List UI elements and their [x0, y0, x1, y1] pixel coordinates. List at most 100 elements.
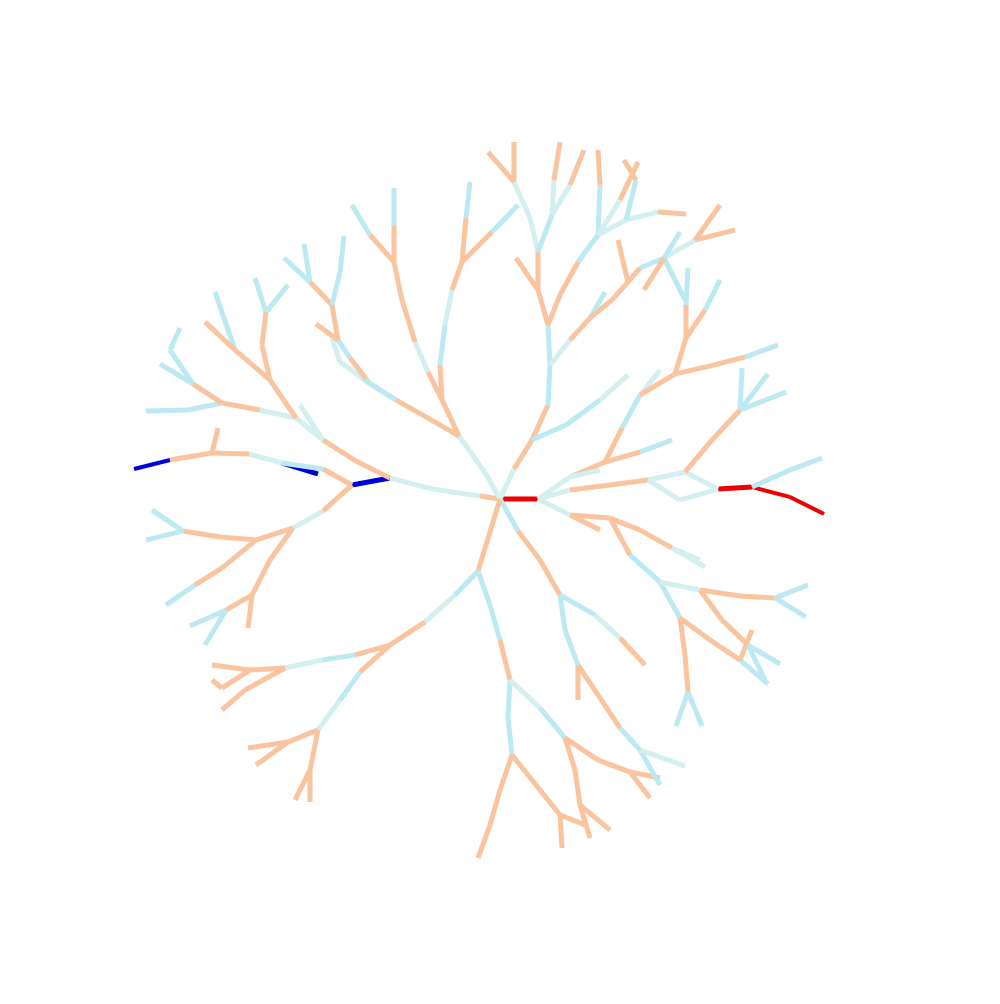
- tree-edge: [662, 237, 697, 261]
- tree-edge: [358, 643, 392, 674]
- tree-edge: [483, 472, 503, 501]
- tree-edge: [453, 569, 480, 597]
- tree-edge: [211, 450, 250, 457]
- tree-edge: [164, 582, 197, 608]
- tree-edge: [259, 344, 273, 381]
- tree-edge: [746, 642, 782, 667]
- tree-edge: [615, 239, 631, 283]
- tree-edge: [538, 706, 567, 740]
- tree-edge: [220, 688, 247, 712]
- tree-edge: [167, 348, 196, 386]
- tree-edge: [248, 451, 283, 466]
- tree-edge: [497, 467, 517, 501]
- tree-edge: [297, 403, 326, 442]
- tree-edge: [442, 289, 455, 326]
- tree-edge: [249, 665, 286, 673]
- tree-edge: [551, 141, 563, 181]
- tree-edge: [203, 320, 237, 352]
- tree-edge: [557, 260, 581, 297]
- tree-edge: [709, 354, 746, 369]
- tree-edge: [685, 691, 705, 727]
- tree-edge: [708, 637, 742, 663]
- tree-edge: [610, 280, 630, 302]
- tree-edge: [150, 507, 185, 534]
- tree-edge: [487, 604, 503, 641]
- tree-edge: [623, 179, 639, 221]
- tree-edge: [335, 338, 353, 360]
- tree-edge: [281, 460, 324, 472]
- tree-edge: [697, 588, 725, 622]
- tree-edge: [291, 508, 325, 531]
- tree-edge: [618, 636, 647, 667]
- tree-edge: [739, 593, 776, 601]
- tree-edge: [282, 256, 312, 284]
- tree-edge: [337, 235, 347, 273]
- tree-edge: [602, 426, 625, 464]
- tree-edge: [389, 475, 433, 492]
- tree-edge: [661, 256, 688, 302]
- tree-edge: [638, 371, 677, 398]
- tree-edge: [188, 607, 228, 629]
- tree-edge: [209, 427, 221, 454]
- tree-edge: [677, 617, 688, 656]
- tree-edge: [486, 150, 516, 184]
- blue-path-edge: [133, 458, 171, 471]
- tree-edge: [545, 364, 553, 406]
- tree-edge: [439, 398, 462, 438]
- tree-edge: [497, 754, 515, 791]
- tree-edge: [191, 381, 224, 406]
- tree-edge: [621, 158, 639, 182]
- tree-edge: [505, 679, 513, 719]
- tree-edge: [692, 203, 723, 242]
- tree-edge: [699, 587, 741, 599]
- tree-edge: [210, 678, 224, 690]
- tree-edge: [638, 527, 674, 551]
- tree-edge: [618, 726, 642, 752]
- tree-edge: [572, 769, 583, 806]
- tree-edge: [187, 400, 223, 413]
- tree-edge: [549, 179, 557, 216]
- tree-edge: [479, 493, 501, 502]
- tree-edge: [562, 629, 581, 666]
- tree-edge: [537, 558, 563, 597]
- tree-edge: [264, 283, 290, 314]
- tree-edge: [773, 595, 808, 620]
- tree-edge: [720, 618, 750, 647]
- tree-edge: [321, 652, 356, 663]
- tree-edge: [682, 654, 691, 693]
- tree-edge: [737, 367, 745, 411]
- tree-edge: [694, 227, 736, 243]
- tree-edge: [639, 255, 665, 271]
- tree-edge: [158, 361, 195, 387]
- tree-edge: [220, 667, 252, 691]
- tree-edge: [437, 324, 448, 366]
- tree-edge: [425, 370, 445, 402]
- tree-edge: [329, 304, 341, 341]
- tree-edge: [564, 397, 602, 428]
- tree-edge: [212, 291, 238, 351]
- tree-edge: [671, 545, 701, 563]
- tree-edge: [337, 670, 363, 702]
- tree-edge: [423, 593, 457, 624]
- tree-edge: [702, 278, 723, 312]
- tree-edge: [510, 753, 542, 792]
- tree-edge: [497, 639, 513, 681]
- tree-edge: [221, 400, 261, 413]
- tree-edge: [254, 739, 290, 768]
- tree-edge: [459, 217, 469, 263]
- tree-edge: [394, 397, 430, 421]
- tree-edge: [557, 814, 565, 849]
- tree-edge: [527, 217, 541, 253]
- tree-edge: [287, 727, 319, 745]
- tree-edge: [595, 184, 603, 236]
- tree-edge: [449, 261, 465, 291]
- tree-edge: [255, 525, 294, 543]
- tree-edge: [314, 321, 340, 343]
- tree-edge: [673, 691, 691, 727]
- tree-edge: [259, 311, 269, 346]
- tree-edge: [475, 570, 493, 606]
- tree-edge: [567, 149, 587, 186]
- tree-edge: [511, 180, 533, 220]
- tree-edge: [363, 377, 398, 403]
